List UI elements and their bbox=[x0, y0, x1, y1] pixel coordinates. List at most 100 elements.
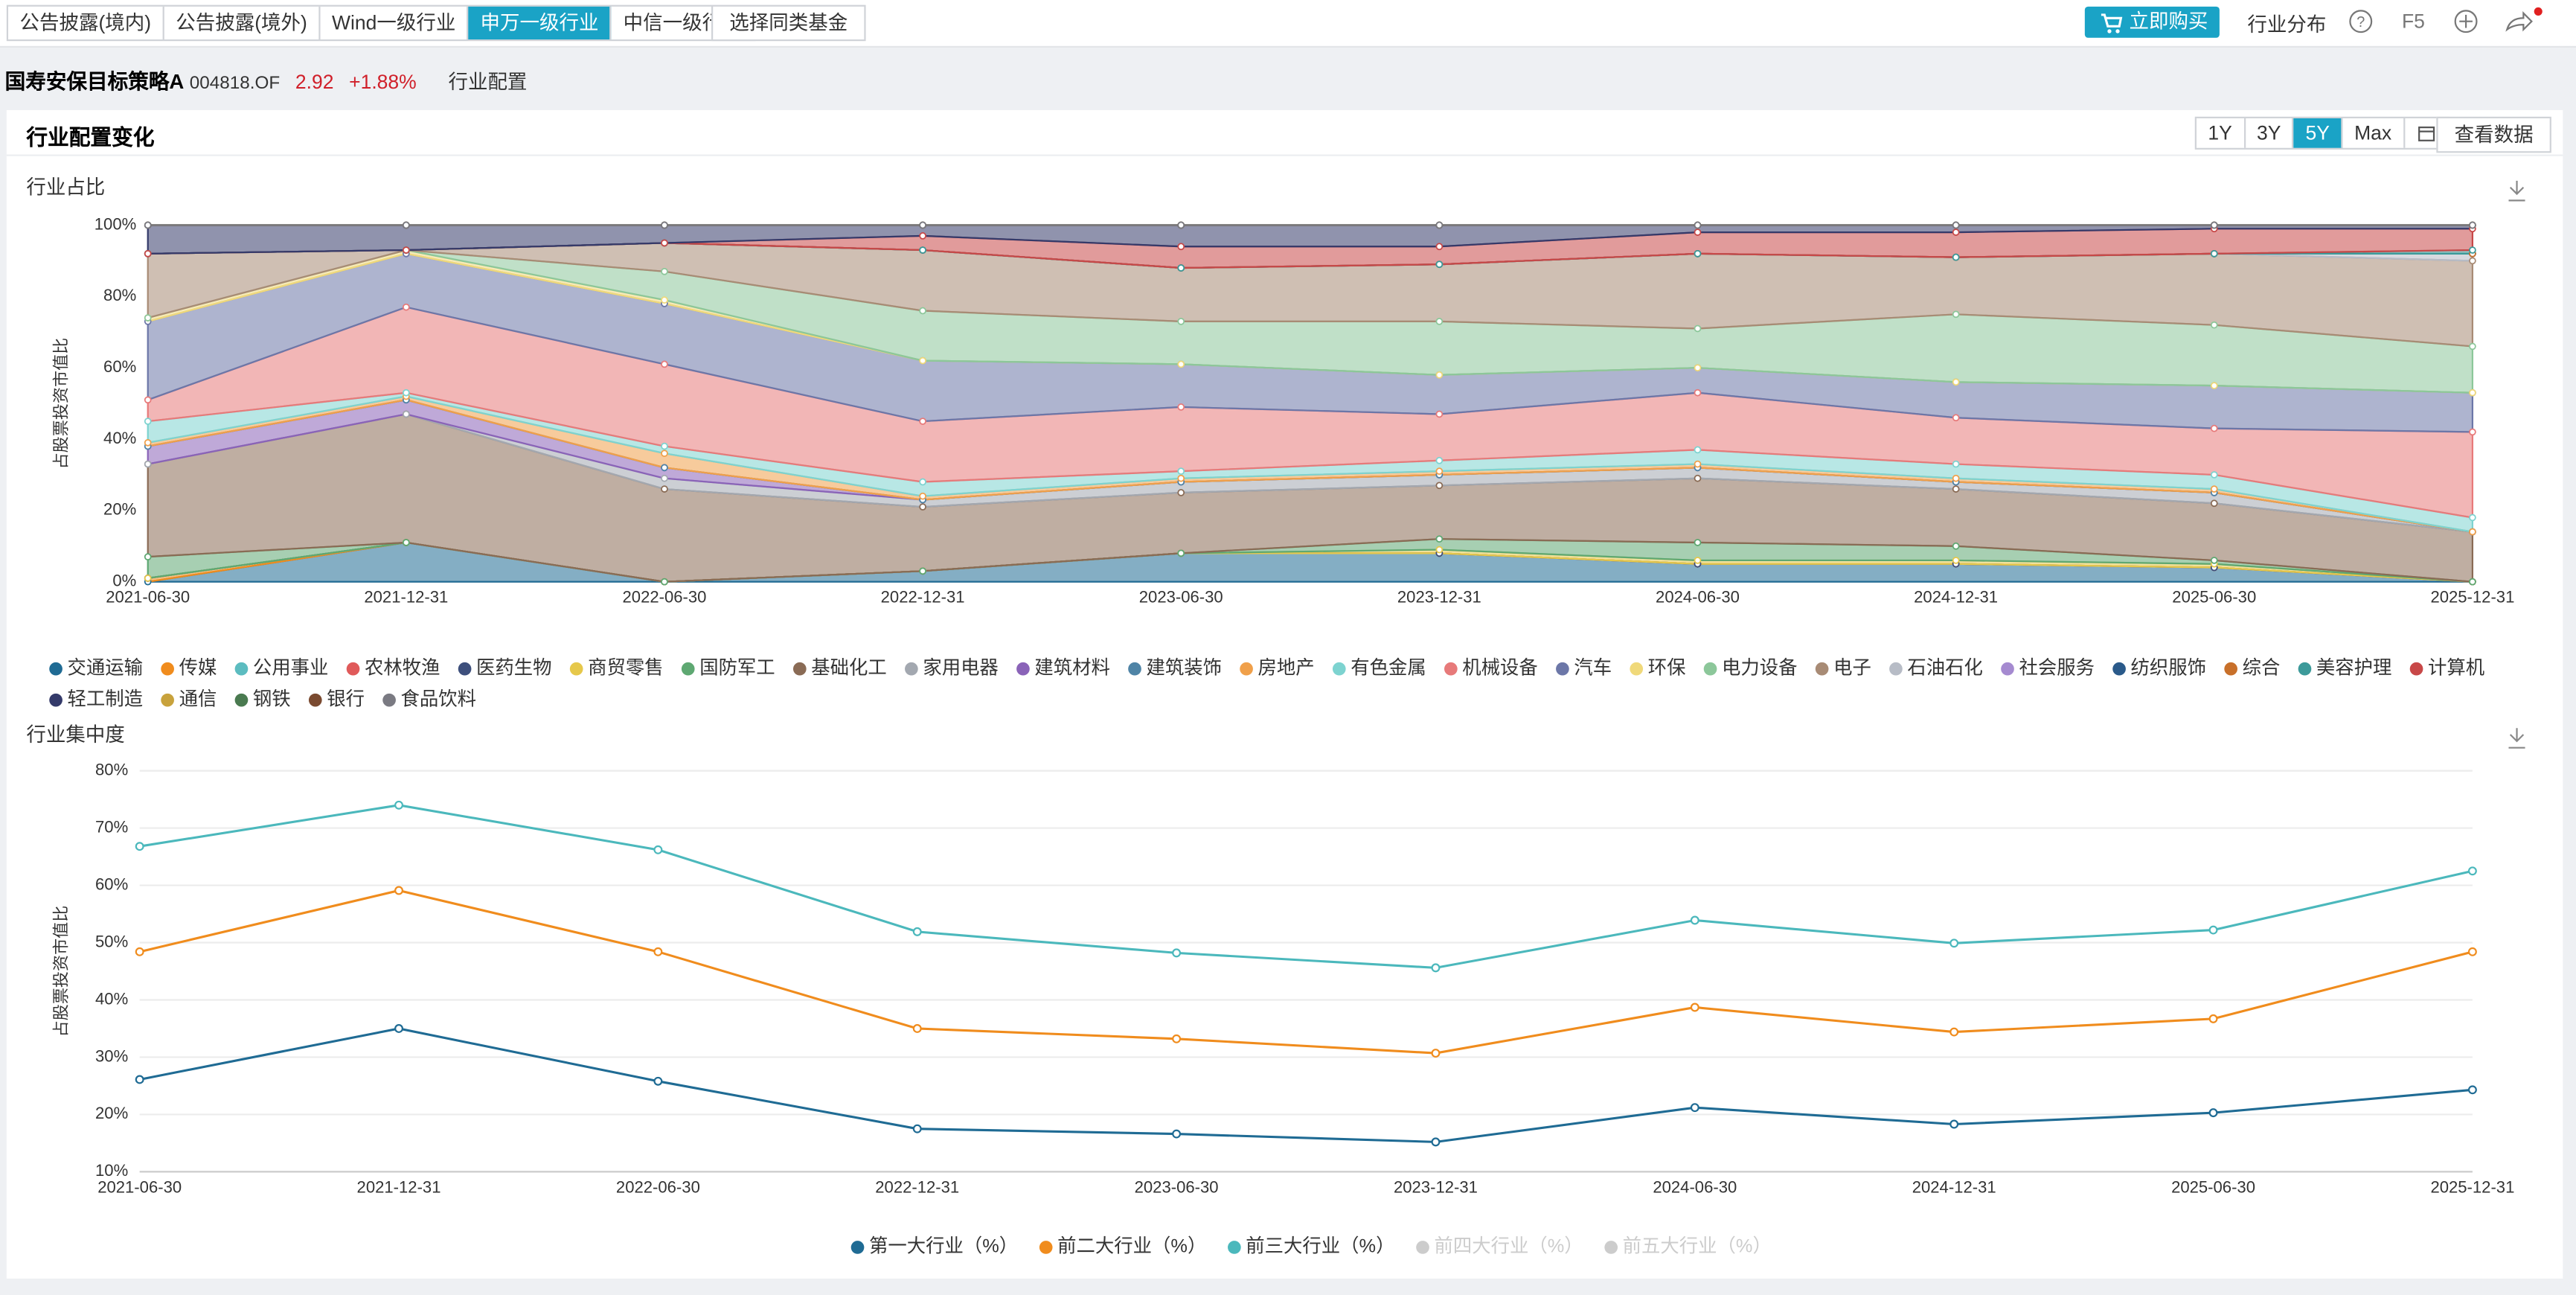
tab-bar: 公告披露(境内) 公告披露(境外) Wind一级行业 申万一级行业 中信一级行业 bbox=[6, 4, 757, 42]
legend-item[interactable]: 社会服务 bbox=[2001, 657, 2095, 678]
range-selector: 1Y 3Y 5Y Max bbox=[2194, 116, 2450, 150]
legend-item[interactable]: 计算机 bbox=[2409, 657, 2484, 678]
legend-swatch bbox=[1815, 662, 1829, 676]
legend-swatch bbox=[1240, 662, 1253, 676]
legend-label: 汽车 bbox=[1574, 657, 1612, 678]
point bbox=[661, 485, 668, 493]
legend-label: 医药生物 bbox=[476, 657, 551, 678]
legend-item[interactable]: 建筑装饰 bbox=[1128, 657, 1222, 678]
point bbox=[144, 553, 152, 560]
point bbox=[144, 221, 152, 229]
download-icon[interactable] bbox=[2508, 180, 2525, 202]
point bbox=[1694, 221, 1702, 229]
point bbox=[1952, 378, 1960, 386]
legend-swatch bbox=[161, 693, 174, 707]
view-data-button[interactable]: 查看数据 bbox=[2436, 116, 2551, 153]
y-axis-title: 占股票投资市值比 bbox=[52, 906, 71, 1037]
point bbox=[653, 845, 663, 854]
point bbox=[1694, 460, 1702, 468]
legend-item[interactable]: 美容护理 bbox=[2298, 657, 2392, 678]
point bbox=[1435, 221, 1444, 229]
legend-swatch bbox=[1444, 662, 1458, 676]
legend-item[interactable]: 纺织服饰 bbox=[2112, 657, 2206, 678]
point bbox=[1694, 388, 1702, 397]
point bbox=[1435, 467, 1444, 475]
legend-item[interactable]: 第一大行业（%） bbox=[850, 1236, 1018, 1257]
range-button[interactable]: 3Y bbox=[2246, 118, 2295, 148]
tab[interactable]: 公告披露(境外) bbox=[164, 6, 321, 39]
point bbox=[661, 442, 668, 450]
point bbox=[1435, 318, 1444, 325]
legend-item[interactable]: 家用电器 bbox=[905, 657, 999, 678]
legend-item[interactable]: 机械设备 bbox=[1444, 657, 1538, 678]
legend-item[interactable]: 交通运输 bbox=[49, 657, 143, 678]
legend-item[interactable]: 电力设备 bbox=[1703, 657, 1798, 678]
legend-item[interactable]: 通信 bbox=[161, 688, 217, 709]
legend-item[interactable]: 食品饮料 bbox=[382, 688, 476, 709]
legend-item[interactable]: 环保 bbox=[1630, 657, 1685, 678]
range-button[interactable]: 5Y bbox=[2294, 118, 2343, 148]
refresh-button[interactable]: F5 bbox=[2401, 10, 2425, 33]
point bbox=[1172, 948, 1182, 958]
point bbox=[1952, 221, 1960, 229]
buy-button[interactable]: 立即购买 bbox=[2084, 6, 2220, 38]
legend-item[interactable]: 电子 bbox=[1815, 657, 1871, 678]
legend-item[interactable]: 商贸零售 bbox=[569, 657, 664, 678]
x-tick-label: 2024-06-30 bbox=[1656, 588, 1740, 607]
point bbox=[1435, 546, 1444, 554]
legend-item[interactable]: 钢铁 bbox=[234, 688, 291, 709]
legend-label: 综合 bbox=[2243, 657, 2281, 678]
calendar-button[interactable] bbox=[2405, 118, 2447, 148]
legend-item[interactable]: 传媒 bbox=[161, 657, 217, 678]
distribution-button[interactable]: 行业分布 bbox=[2247, 13, 2327, 36]
point bbox=[144, 575, 152, 582]
point bbox=[2469, 342, 2476, 351]
legend-label: 第一大行业（%） bbox=[869, 1236, 1018, 1257]
point bbox=[1690, 915, 1699, 925]
y-tick-label: 50% bbox=[95, 932, 128, 950]
point bbox=[1694, 446, 1702, 454]
legend-swatch bbox=[308, 693, 322, 707]
point bbox=[394, 1024, 403, 1033]
y-axis-title: 占股票投资市值比 bbox=[52, 338, 71, 470]
legend-item[interactable]: 银行 bbox=[308, 688, 365, 709]
legend-item[interactable]: 基础化工 bbox=[792, 657, 887, 678]
legend-item[interactable]: 建筑材料 bbox=[1016, 657, 1110, 678]
point bbox=[1694, 557, 1702, 564]
tab[interactable]: 公告披露(境内) bbox=[8, 6, 164, 39]
legend-item[interactable]: 综合 bbox=[2224, 657, 2280, 678]
legend-item[interactable]: 有色金属 bbox=[1332, 657, 1426, 678]
range-button[interactable]: 1Y bbox=[2197, 118, 2246, 148]
legend-item[interactable]: 前四大行业（%） bbox=[1416, 1236, 1583, 1257]
tab[interactable]: Wind一级行业 bbox=[321, 6, 470, 39]
legend-item[interactable]: 公用事业 bbox=[234, 657, 329, 678]
point bbox=[2469, 246, 2476, 254]
range-button[interactable]: Max bbox=[2343, 118, 2405, 148]
point bbox=[1177, 467, 1185, 475]
point bbox=[1952, 557, 1960, 564]
tab[interactable]: 申万一级行业 bbox=[469, 6, 612, 39]
download-icon[interactable] bbox=[2508, 728, 2525, 749]
legend-item[interactable]: 石油石化 bbox=[1889, 657, 1983, 678]
legend-item[interactable]: 轻工制造 bbox=[49, 688, 143, 709]
legend-item[interactable]: 医药生物 bbox=[458, 657, 552, 678]
point bbox=[2210, 471, 2218, 479]
peer-button[interactable]: 选择同类基金 bbox=[711, 4, 866, 42]
point bbox=[1177, 474, 1185, 482]
y-tick-label: 60% bbox=[103, 357, 136, 376]
legend-swatch bbox=[1332, 662, 1346, 676]
legend-item[interactable]: 前二大行业（%） bbox=[1039, 1236, 1206, 1257]
legend-swatch bbox=[1556, 662, 1569, 676]
legend-label: 轻工制造 bbox=[68, 688, 143, 709]
legend-item[interactable]: 前五大行业（%） bbox=[1604, 1236, 1772, 1257]
y-tick-label: 20% bbox=[103, 500, 136, 519]
legend-item[interactable]: 前三大行业（%） bbox=[1228, 1236, 1394, 1257]
point bbox=[1949, 939, 1959, 948]
point bbox=[2469, 578, 2476, 586]
legend-item[interactable]: 农林牧渔 bbox=[346, 657, 440, 678]
legend-item[interactable]: 汽车 bbox=[1556, 657, 1612, 678]
cart-icon bbox=[2101, 13, 2123, 33]
legend-item[interactable]: 国防军工 bbox=[681, 657, 775, 678]
legend-item[interactable]: 房地产 bbox=[1240, 657, 1315, 678]
legend-label: 美容护理 bbox=[2316, 657, 2391, 678]
